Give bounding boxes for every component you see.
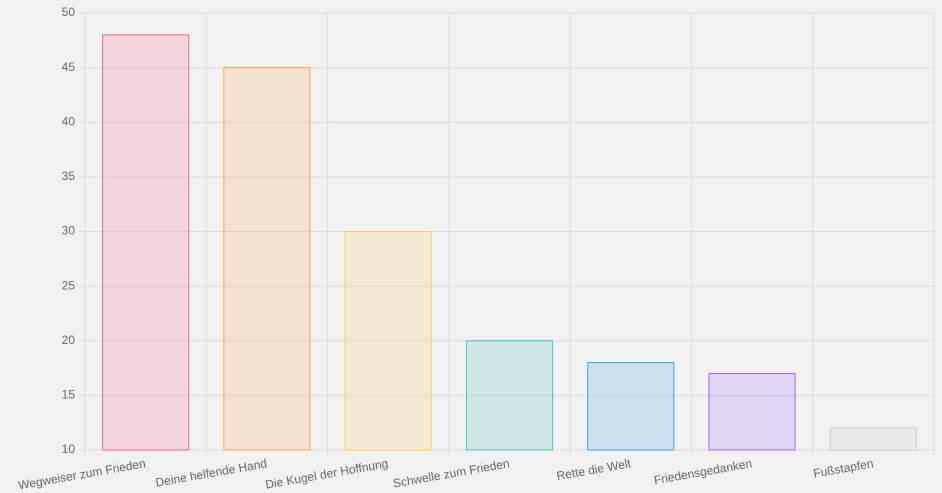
y-tick-label: 20 xyxy=(62,333,76,347)
bar xyxy=(587,362,675,451)
y-tick-label: 35 xyxy=(62,169,76,183)
x-tick-label: Schwelle zum Frieden xyxy=(392,456,511,490)
bar xyxy=(102,34,190,451)
bar xyxy=(223,67,311,451)
y-tick-label: 45 xyxy=(62,60,76,74)
x-tick-label: Rette die Welt xyxy=(555,456,632,483)
x-tick-label: Deine helfende Hand xyxy=(155,456,268,489)
x-tick-label: Die Kugel der Hoffnung xyxy=(264,456,389,491)
y-tick-label: 10 xyxy=(62,442,76,456)
y-tick-label: 25 xyxy=(62,278,76,292)
x-tick-label: Wegweiser zum Frieden xyxy=(17,456,147,492)
bar xyxy=(344,231,432,451)
y-tick-label: 15 xyxy=(62,388,76,402)
x-tick-label: Fußstapfen xyxy=(812,456,874,480)
y-tick-label: 30 xyxy=(62,224,76,238)
bar xyxy=(465,340,554,451)
bar xyxy=(708,373,796,451)
x-tick-label: Friedensgedanken xyxy=(653,456,753,487)
y-tick-label: 40 xyxy=(62,114,76,128)
bar xyxy=(829,427,917,451)
y-tick-label: 50 xyxy=(62,5,76,19)
